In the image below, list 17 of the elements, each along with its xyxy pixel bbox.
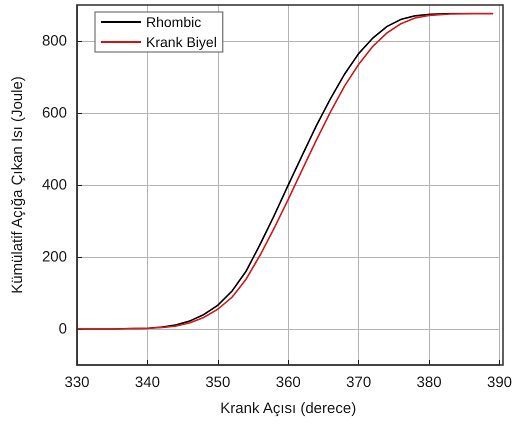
x-tick-label: 390: [486, 374, 512, 391]
x-tick-label: 350: [205, 374, 230, 391]
x-axis-title: Krank Açısı (derece): [220, 400, 356, 417]
y-tick-label: 600: [42, 104, 67, 122]
legend-label: Krank Biyel: [146, 34, 217, 50]
x-tick-label: 370: [346, 374, 372, 391]
y-tick-label: 0: [58, 320, 67, 338]
y-tick-label: 400: [42, 176, 67, 194]
line-series: [76, 12, 494, 330]
x-tick-label: 380: [416, 374, 442, 391]
x-tick-label: 330: [64, 374, 90, 391]
y-axis-title: Kümülatif Açığa Çıkan Isı (Joule): [9, 76, 26, 294]
x-tick-label: 360: [276, 374, 301, 391]
y-tick-label: 200: [42, 248, 67, 266]
y-tick-label: 800: [42, 32, 67, 50]
legend-label: Rhombic: [146, 14, 202, 30]
x-tick-label: 340: [134, 374, 160, 391]
